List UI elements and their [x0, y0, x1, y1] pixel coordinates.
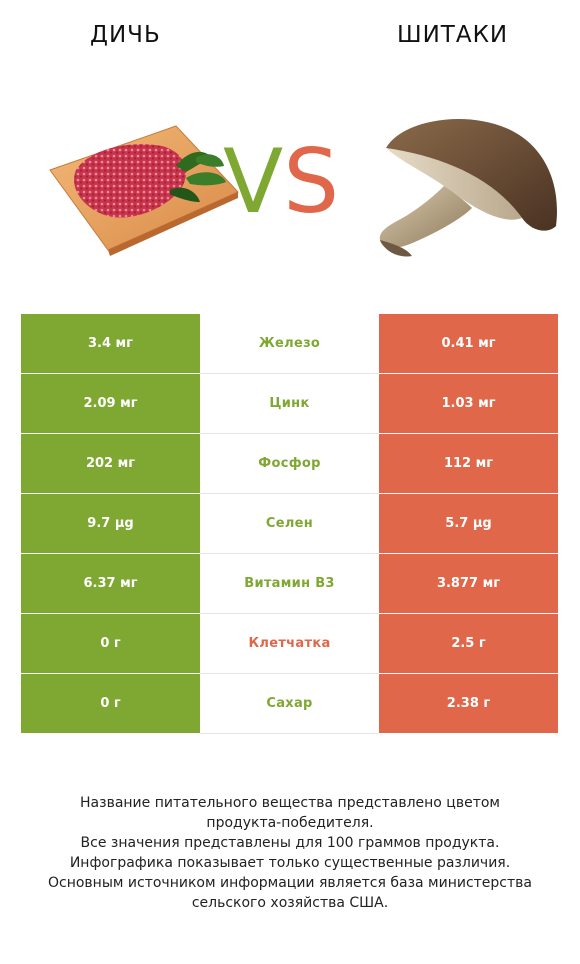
footnote: Название питательного вещества представл…: [0, 793, 580, 913]
table-row: 3.4 мг Железо 0.41 мг: [21, 314, 558, 374]
right-value: 2.38 г: [379, 674, 558, 733]
nutrient-name: Цинк: [200, 374, 379, 433]
left-value: 2.09 мг: [21, 374, 200, 433]
table-row: 6.37 мг Витамин B3 3.877 мг: [21, 554, 558, 614]
right-value: 1.03 мг: [379, 374, 558, 433]
row-divider-mid: [200, 733, 379, 734]
right-product-title: ШИТАКИ: [397, 22, 509, 48]
comparison-table: 3.4 мг Железо 0.41 мг 2.09 мг Цинк 1.03 …: [21, 314, 558, 734]
table-row: 2.09 мг Цинк 1.03 мг: [21, 374, 558, 434]
table-row: 0 г Клетчатка 2.5 г: [21, 614, 558, 674]
footnote-line: сельского хозяйства США.: [191, 895, 389, 911]
footnote-line: Основным источником информации является …: [48, 875, 532, 891]
right-value: 0.41 мг: [379, 314, 558, 373]
right-value: 3.877 мг: [379, 554, 558, 613]
left-value: 9.7 µg: [21, 494, 200, 553]
nutrient-name: Селен: [200, 494, 379, 553]
row-divider-mid: [200, 493, 379, 494]
left-value: 0 г: [21, 614, 200, 673]
left-value: 3.4 мг: [21, 314, 200, 373]
left-value: 6.37 мг: [21, 554, 200, 613]
vs-label: VS: [223, 132, 353, 232]
right-value: 2.5 г: [379, 614, 558, 673]
nutrient-name: Сахар: [200, 674, 379, 733]
right-value: 112 мг: [379, 434, 558, 493]
row-divider-mid: [200, 613, 379, 614]
right-value: 5.7 µg: [379, 494, 558, 553]
vs-v-letter: V: [223, 130, 284, 233]
ground-meat-image: [49, 125, 239, 256]
nutrient-name: Фосфор: [200, 434, 379, 493]
table-row: 9.7 µg Селен 5.7 µg: [21, 494, 558, 554]
nutrient-name: Витамин B3: [200, 554, 379, 613]
shiitake-mushroom-image: [379, 118, 557, 257]
row-divider-mid: [200, 373, 379, 374]
left-value: 0 г: [21, 674, 200, 733]
row-divider-mid: [200, 553, 379, 554]
footnote-line: Инфографика показывает только существенн…: [69, 855, 511, 871]
nutrient-name: Железо: [200, 314, 379, 373]
footnote-line: продукта-победителя.: [206, 815, 374, 831]
left-product-title: ДИЧЬ: [90, 22, 161, 48]
row-divider-mid: [200, 673, 379, 674]
row-divider-mid: [200, 433, 379, 434]
nutrient-name: Клетчатка: [200, 614, 379, 673]
footnote-line: Все значения представлены для 100 граммо…: [80, 835, 500, 851]
vs-s-letter: S: [283, 130, 340, 233]
left-value: 202 мг: [21, 434, 200, 493]
footnote-line: Название питательного вещества представл…: [80, 795, 500, 811]
table-row: 0 г Сахар 2.38 г: [21, 674, 558, 734]
table-row: 202 мг Фосфор 112 мг: [21, 434, 558, 494]
